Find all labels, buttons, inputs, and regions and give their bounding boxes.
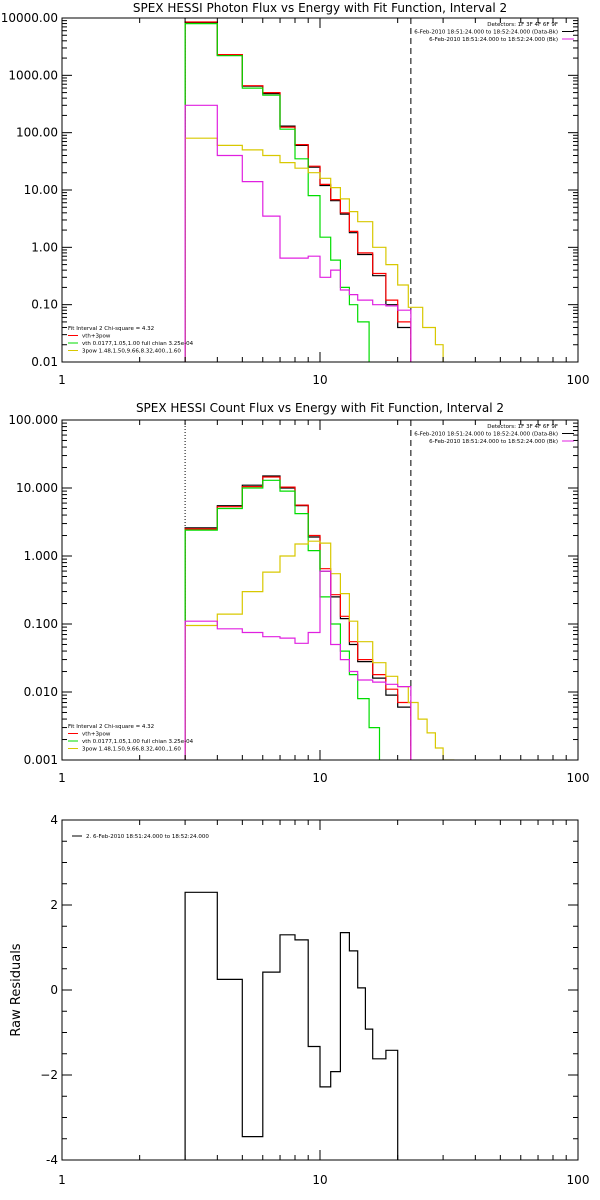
legend-entry: 3pow 1.48,1.50,9.66,8.32,400.,1.60: [82, 747, 181, 753]
x-tick-label: 10: [312, 1173, 327, 1187]
y-tick-label: 0: [50, 983, 58, 997]
y-tick-label: 10000.00: [1, 11, 58, 25]
x-tick-label: 1: [58, 771, 66, 785]
chart-panel-2: SPEX HESSI Count Flux vs Energy with Fit…: [8, 401, 589, 785]
y-tick-label: 0.100: [24, 617, 58, 631]
plot-frame: [61, 819, 579, 1161]
y-tick-label: 100.000: [8, 413, 58, 427]
series-line-4: [184, 540, 455, 760]
series-line-5: [184, 570, 412, 760]
series-line-3: [184, 479, 381, 760]
y-tick-label: 1.000: [24, 549, 58, 563]
y-tick-label: 1000.00: [8, 68, 58, 82]
chart-title: SPEX HESSI Count Flux vs Energy with Fit…: [136, 401, 504, 415]
series-line-3: [184, 23, 370, 362]
legend-entry: vth 0.0177,1.05,1.00 full chian 3.25e-04: [82, 739, 194, 745]
chart-title: SPEX HESSI Photon Flux vs Energy with Fi…: [133, 1, 507, 15]
series-line-5: [184, 104, 412, 362]
x-tick-label: 100: [567, 373, 590, 387]
y-tick-label: 0.001: [24, 753, 58, 767]
y-tick-label: 2: [50, 898, 58, 912]
legend-entry: Fit Interval 2 Chi-square = 4.32: [68, 326, 154, 332]
x-tick-label: 10: [312, 771, 327, 785]
series-line-4: [184, 137, 444, 362]
x-tick-label: 1: [58, 373, 66, 387]
x-tick-label: 100: [567, 1173, 590, 1187]
y-tick-label: −2: [40, 1068, 58, 1082]
series-line-2: [184, 21, 412, 362]
legend-entry: 3pow 1.48,1.50,9.66,8.32,400.,1.60: [82, 349, 181, 355]
series-line-2: [184, 476, 412, 760]
series-line-1: [184, 891, 399, 1160]
x-tick-label: 100: [567, 771, 590, 785]
legend-entry: 6-Feb-2010 18:51:24.000 to 18:52:24.000 …: [429, 37, 558, 43]
legend-entry: vth 0.0177,1.05,1.00 full chian 3.25e-04: [82, 341, 194, 347]
series-line-1: [184, 475, 412, 760]
y-tick-label: 0.10: [31, 298, 58, 312]
y-tick-label: 0.010: [24, 685, 58, 699]
legend-entry: 6-Feb-2010 18:51:24.000 to 18:52:24.000 …: [414, 30, 558, 36]
legend-entry: 2. 6-Feb-2010 18:51:24.000 to 18:52:24.0…: [86, 834, 209, 840]
legend-entry: Fit Interval 2 Chi-square = 4.32: [68, 724, 154, 730]
x-tick-label: 10: [312, 373, 327, 387]
legend-entry: vth+3pow: [82, 732, 111, 738]
y-axis-label: Raw Residuals: [9, 943, 24, 1036]
y-tick-label: 10.00: [24, 183, 58, 197]
series-line-1: [184, 22, 412, 362]
plot-frame: [61, 17, 579, 363]
legend-entry: Detectors: 1F 3F 4F 6F 9F: [487, 22, 558, 28]
legend-entry: 6-Feb-2010 18:51:24.000 to 18:52:24.000 …: [429, 439, 558, 445]
y-tick-label: 1.00: [31, 240, 58, 254]
legend-entry: 6-Feb-2010 18:51:24.000 to 18:52:24.000 …: [414, 432, 558, 438]
y-tick-label: 4: [50, 813, 58, 827]
y-tick-label: 0.01: [31, 355, 58, 369]
y-tick-label: 10.000: [16, 481, 58, 495]
chart-panel-3: 1 10 100 -4 −2 0 2 4 Raw Residuals 2. 6-Feb-2010 …: [9, 813, 589, 1187]
y-tick-label: -4: [46, 1153, 58, 1167]
x-tick-label: 1: [58, 1173, 66, 1187]
legend-entry: Detectors: 1F 3F 4F 6F 9F: [487, 424, 558, 430]
chart-panel-1: SPEX HESSI Photon Flux vs Energy with Fi…: [1, 1, 590, 387]
y-tick-label: 100.00: [16, 126, 58, 140]
legend-entry: vth+3pow: [82, 334, 111, 340]
